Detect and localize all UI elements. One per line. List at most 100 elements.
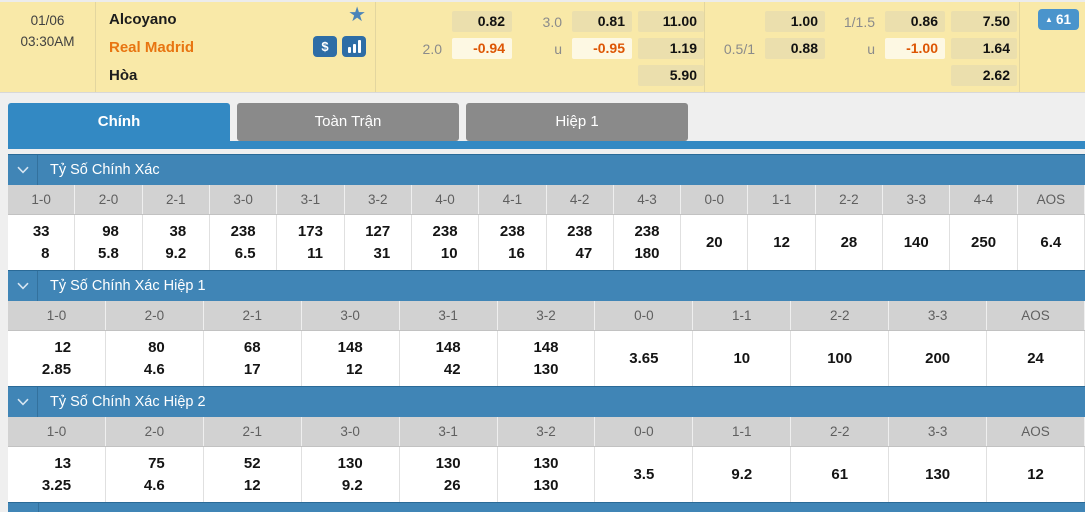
- odds-value-pair: 24: [1027, 349, 1044, 367]
- odds-chip[interactable]: 1.19: [638, 38, 704, 59]
- more-markets-badge[interactable]: ▲ 61: [1038, 9, 1079, 30]
- score-odds-cell[interactable]: 238 180: [614, 215, 682, 270]
- score-odds-cell[interactable]: 238 16: [479, 215, 547, 270]
- chevron-down-icon[interactable]: [8, 387, 38, 417]
- score-odds-cell[interactable]: 33 8: [8, 215, 76, 270]
- market-section-title: Tỷ Số Chính Xác Hiệp 2: [50, 394, 206, 410]
- score-odds-cell[interactable]: 9.2: [693, 447, 792, 502]
- score-column-header: 2-1: [204, 301, 302, 330]
- odds-chip[interactable]: 5.90: [638, 65, 704, 86]
- score-odds-cell[interactable]: 12: [748, 215, 816, 270]
- score-column-header: 2-0: [106, 417, 204, 446]
- score-odds-cell[interactable]: 238 47: [547, 215, 614, 270]
- odds-chip[interactable]: 0.81: [572, 11, 632, 32]
- score-column-header: 1-0: [8, 417, 106, 446]
- match-datetime: 01/06 03:30AM: [0, 2, 96, 92]
- odds-value-pair: 12 2.85: [41, 338, 72, 378]
- away-team-name: Real Madrid: [109, 39, 195, 56]
- odds-value-pair: 127 31: [365, 222, 391, 262]
- score-column-header: 3-0: [302, 417, 400, 446]
- odds-value-pair: 80 4.6: [143, 338, 165, 378]
- score-odds-cell[interactable]: 3.65: [595, 331, 694, 386]
- odds-line-label: 3.0: [542, 13, 562, 30]
- score-odds-cell[interactable]: 75 4.6: [106, 447, 204, 502]
- score-odds-cell[interactable]: 130 130: [498, 447, 596, 502]
- tab-hiep-1[interactable]: Hiệp 1: [466, 103, 688, 141]
- score-odds-cell[interactable]: 250: [950, 215, 1018, 270]
- odds-value-pair: 130: [925, 465, 951, 483]
- odds-chip[interactable]: 0.86: [885, 11, 945, 32]
- tab-chinh[interactable]: Chính: [8, 103, 230, 149]
- score-odds-cell[interactable]: 127 31: [345, 215, 412, 270]
- odds-value-pair: 148 130: [533, 338, 559, 378]
- draw-label: Hòa: [109, 67, 138, 84]
- score-column-header: AOS: [987, 417, 1085, 446]
- score-odds-cell[interactable]: 148 12: [302, 331, 400, 386]
- score-odds-cell[interactable]: 6.4: [1018, 215, 1085, 270]
- score-column-header: 3-3: [889, 417, 988, 446]
- odds-value-pair: 10: [733, 349, 751, 367]
- favorite-star-icon[interactable]: ★: [348, 4, 366, 26]
- market-section-ty-so-chinh-xac: Tỷ Số Chính Xác 1-0 2-0 2-1 3-0 3-1 3-2 4-0 4-1 4…: [8, 154, 1085, 270]
- score-odds-cell[interactable]: 10: [693, 331, 792, 386]
- odds-value-pair: 3.65: [629, 349, 659, 367]
- stats-icon[interactable]: [342, 36, 366, 57]
- score-odds-cell[interactable]: 100: [791, 331, 890, 386]
- market-section-header[interactable]: Tỷ Số Chính Xác Hiệp 1: [8, 270, 1085, 301]
- score-odds-cell[interactable]: 68 17: [204, 331, 302, 386]
- market-section-header[interactable]: Tỷ Số Chính Xác Hiệp 2: [8, 386, 1085, 417]
- odds-chip[interactable]: 0.88: [765, 38, 825, 59]
- odds-value-pair: 9.2: [731, 465, 753, 483]
- odds-line-label: 1/1.5: [843, 13, 875, 30]
- score-odds-cell[interactable]: 238 6.5: [210, 215, 278, 270]
- odds-line-label: 0.5/1: [723, 40, 755, 57]
- score-column-header: 2-1: [204, 417, 302, 446]
- odds-chip[interactable]: 1.00: [765, 11, 825, 32]
- score-column-header: 2-2: [791, 301, 890, 330]
- score-odds-cell[interactable]: 24: [987, 331, 1085, 386]
- odds-chip[interactable]: -0.94: [452, 38, 512, 59]
- score-odds-cell[interactable]: 20: [681, 215, 749, 270]
- score-odds-cell[interactable]: 200: [889, 331, 988, 386]
- odds-value-pair: 200: [925, 349, 951, 367]
- match-time: 03:30AM: [20, 34, 75, 49]
- score-odds-cell[interactable]: 173 11: [277, 215, 345, 270]
- score-odds-cell[interactable]: 130: [889, 447, 988, 502]
- score-odds-cell[interactable]: 38 9.2: [143, 215, 210, 270]
- score-odds-cell[interactable]: 12: [987, 447, 1085, 502]
- score-odds-cell[interactable]: 13 3.25: [8, 447, 106, 502]
- chevron-down-icon[interactable]: [8, 155, 38, 185]
- odds-chip[interactable]: 11.00: [638, 11, 704, 32]
- score-column-header: 3-0: [210, 185, 278, 214]
- score-odds-cell[interactable]: 130 26: [400, 447, 498, 502]
- dollar-icon[interactable]: $: [313, 36, 337, 57]
- odds-chip[interactable]: 1.64: [951, 38, 1017, 59]
- score-odds-cell[interactable]: 140: [883, 215, 951, 270]
- market-section-header[interactable]: Tỷ Số Chính Xác: [8, 154, 1085, 185]
- odds-chip[interactable]: 0.82: [452, 11, 512, 32]
- score-odds-cell[interactable]: 12 2.85: [8, 331, 106, 386]
- odds-chip[interactable]: -0.95: [572, 38, 632, 59]
- odds-value-pair: 238 16: [499, 222, 525, 262]
- score-column-header: 2-2: [791, 417, 890, 446]
- score-column-header: 1-1: [693, 301, 792, 330]
- score-odds-cell[interactable]: 238 10: [412, 215, 480, 270]
- score-odds-cell[interactable]: 148 42: [400, 331, 498, 386]
- odds-chip[interactable]: 7.50: [951, 11, 1017, 32]
- score-header-row: 1-0 2-0 2-1 3-0 3-1 3-2 0-0 1-1 2-2 3-3 AOS: [8, 301, 1085, 331]
- score-odds-cell[interactable]: 61: [791, 447, 890, 502]
- score-odds-cell[interactable]: 80 4.6: [106, 331, 204, 386]
- score-odds-cell[interactable]: 130 9.2: [302, 447, 400, 502]
- score-odds-cell[interactable]: 28: [816, 215, 884, 270]
- score-odds-cell[interactable]: 98 5.8: [75, 215, 143, 270]
- odds-chip[interactable]: 2.62: [951, 65, 1017, 86]
- odds-values-row: 12 2.85 80 4.6 68 17 148 12 148 42 148 130 3.65 10 100…: [8, 331, 1085, 386]
- score-column-header: 3-2: [498, 417, 596, 446]
- odds-value-pair: 238 180: [634, 222, 660, 262]
- score-odds-cell[interactable]: 52 12: [204, 447, 302, 502]
- odds-chip[interactable]: -1.00: [885, 38, 945, 59]
- chevron-down-icon[interactable]: [8, 271, 38, 301]
- score-odds-cell[interactable]: 148 130: [498, 331, 596, 386]
- score-odds-cell[interactable]: 3.5: [595, 447, 694, 502]
- tab-toan-tran[interactable]: Toàn Trận: [237, 103, 459, 141]
